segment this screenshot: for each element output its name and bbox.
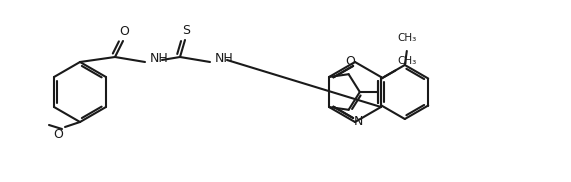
Text: N: N (353, 115, 363, 128)
Text: O: O (119, 25, 129, 38)
Text: O: O (53, 128, 63, 141)
Text: O: O (345, 55, 356, 68)
Text: CH₃: CH₃ (397, 56, 417, 66)
Text: NH: NH (215, 52, 234, 66)
Text: NH: NH (150, 52, 169, 66)
Text: S: S (182, 24, 190, 37)
Text: CH₃: CH₃ (397, 33, 416, 43)
